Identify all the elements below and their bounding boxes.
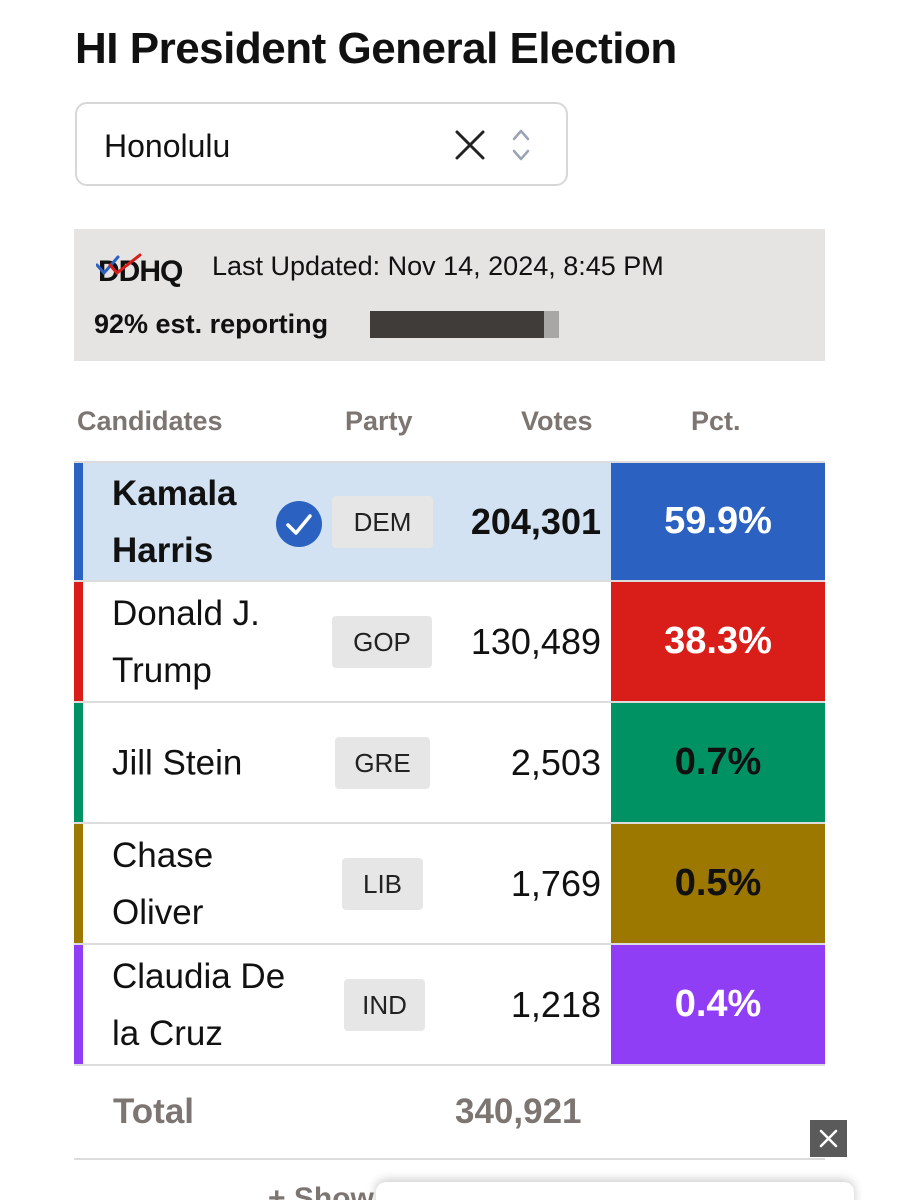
party-badge: DEM bbox=[332, 495, 433, 548]
vote-percentage: 0.5% bbox=[611, 824, 825, 943]
party-color-bar bbox=[74, 582, 83, 701]
header-votes: Votes bbox=[521, 406, 593, 436]
party-color-bar bbox=[74, 463, 83, 580]
candidate-name: Claudia De la Cruz bbox=[112, 956, 286, 1053]
party-color-bar bbox=[74, 945, 83, 1064]
party-color-bar bbox=[74, 703, 83, 822]
check-circle-icon bbox=[276, 501, 322, 547]
vote-count: 1,218 bbox=[510, 983, 601, 1025]
updown-chevron-icon[interactable] bbox=[511, 126, 531, 164]
vote-count: 1,769 bbox=[510, 862, 601, 904]
vote-percentage: 38.3% bbox=[611, 582, 825, 701]
header-pct: Pct. bbox=[691, 406, 741, 436]
vote-percentage: 59.9% bbox=[611, 463, 825, 580]
candidate-name: Donald J. Trump bbox=[112, 593, 260, 690]
party-badge: LIB bbox=[342, 857, 423, 910]
clear-selection-icon[interactable] bbox=[453, 128, 487, 162]
table-row-trump: Donald J. Trump GOP 130,489 38.3% bbox=[74, 582, 825, 703]
table-row-oliver: Chase Oliver LIB 1,769 0.5% bbox=[74, 824, 825, 945]
show-more-button[interactable]: + Show bbox=[268, 1182, 374, 1200]
candidate-name: Chase Oliver bbox=[112, 835, 214, 932]
vote-percentage: 0.4% bbox=[611, 945, 825, 1064]
ddhq-logo: DDHQ bbox=[96, 253, 184, 287]
county-select[interactable]: Honolulu bbox=[75, 102, 568, 186]
party-badge: IND bbox=[344, 978, 425, 1031]
candidate-name: Kamala Harris bbox=[112, 473, 237, 570]
party-color-bar bbox=[74, 824, 83, 943]
divider bbox=[74, 1158, 825, 1160]
party-badge: GOP bbox=[332, 615, 432, 668]
results-info-panel: DDHQ Last Updated: Nov 14, 2024, 8:45 PM… bbox=[74, 229, 825, 361]
ad-overlay bbox=[376, 1182, 854, 1200]
total-label: Total bbox=[113, 1092, 195, 1131]
total-votes: 340,921 bbox=[455, 1092, 582, 1131]
table-row-harris: Kamala Harris DEM 204,301 59.9% bbox=[74, 461, 825, 582]
table-row-stein: Jill Stein GRE 2,503 0.7% bbox=[74, 703, 825, 824]
candidate-name: Jill Stein bbox=[112, 743, 243, 782]
reporting-progress-fill bbox=[370, 311, 544, 338]
header-candidates: Candidates bbox=[77, 406, 223, 436]
reporting-status: 92% est. reporting bbox=[94, 309, 329, 339]
county-select-value: Honolulu bbox=[104, 128, 231, 164]
close-ad-icon[interactable] bbox=[810, 1120, 847, 1157]
table-row-de-la-cruz: Claudia De la Cruz IND 1,218 0.4% bbox=[74, 945, 825, 1066]
svg-text:DDHQ: DDHQ bbox=[98, 255, 183, 287]
results-table: Kamala Harris DEM 204,301 59.9% Donald J… bbox=[74, 461, 825, 1066]
last-updated: Last Updated: Nov 14, 2024, 8:45 PM bbox=[212, 251, 664, 281]
header-party: Party bbox=[345, 406, 413, 436]
party-badge: GRE bbox=[335, 736, 430, 789]
vote-count: 204,301 bbox=[470, 500, 601, 542]
page-title: HI President General Election bbox=[75, 24, 677, 73]
vote-percentage: 0.7% bbox=[611, 703, 825, 822]
vote-count: 2,503 bbox=[510, 741, 601, 783]
vote-count: 130,489 bbox=[470, 620, 601, 662]
reporting-progress-bar bbox=[370, 311, 559, 338]
